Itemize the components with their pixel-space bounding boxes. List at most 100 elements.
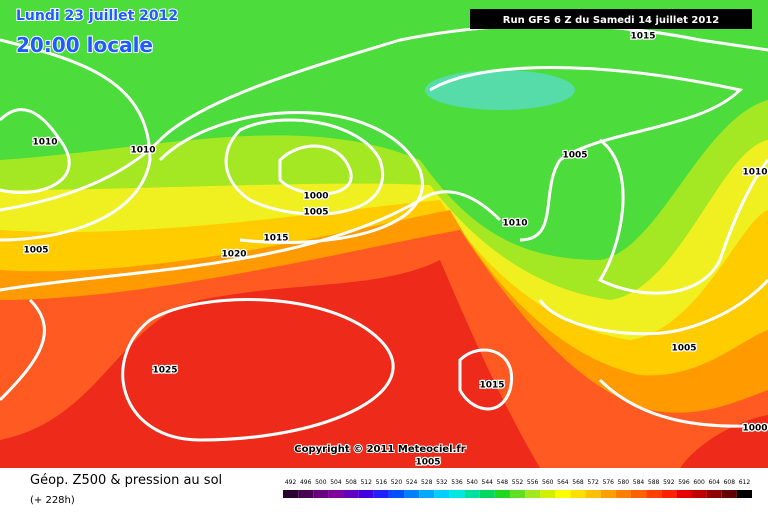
isobar	[597, 138, 768, 295]
legend-label: 600	[693, 479, 705, 486]
legend-label: 592	[663, 479, 675, 486]
isobar	[158, 111, 424, 244]
legend-label: 552	[512, 479, 524, 486]
legend-label: 520	[391, 479, 403, 486]
legend-label: 604	[708, 479, 720, 486]
legend-label: 508	[345, 479, 357, 486]
legend-label: 528	[421, 479, 433, 486]
isobar	[0, 38, 152, 242]
legend-swatch	[555, 490, 571, 498]
legend-swatch	[434, 490, 450, 498]
legend-label: 548	[497, 479, 509, 486]
legend-swatch	[313, 490, 329, 498]
legend-label: 608	[724, 479, 736, 486]
legend-label: 516	[376, 479, 388, 486]
footer-subtitle: (+ 228h)	[30, 495, 75, 506]
isobar	[538, 278, 768, 336]
isobar-label: 1020	[221, 250, 246, 260]
legend-swatch	[630, 490, 647, 498]
isobars	[0, 23, 768, 442]
legend-swatch	[358, 490, 374, 498]
legend-swatch	[479, 490, 495, 498]
legend-swatch	[298, 490, 314, 498]
legend-label: 596	[678, 479, 690, 486]
legend-swatch	[706, 490, 722, 498]
footer-title: Géop. Z500 & pression au sol	[30, 473, 222, 488]
legend-label: 560	[542, 479, 554, 486]
legend-label: 492	[285, 479, 297, 486]
copyright: Copyright © 2011 Meteociel.fr	[294, 444, 465, 455]
isobar	[224, 118, 384, 216]
legend-swatch	[373, 490, 389, 498]
legend-swatch	[449, 490, 465, 498]
legend-label: 500	[315, 479, 327, 486]
legend-label: 576	[603, 479, 615, 486]
isobar-label: 1010	[32, 138, 57, 148]
isobar-label: 1015	[479, 381, 504, 391]
isobar	[598, 378, 768, 428]
legend-swatch	[525, 490, 541, 498]
legend-swatch	[736, 490, 752, 498]
legend-swatch	[540, 490, 556, 498]
band-cyan	[425, 70, 575, 110]
isobar	[278, 144, 353, 196]
isobar-label: 1005	[415, 458, 440, 468]
legend-swatch	[494, 490, 510, 498]
legend-swatch	[585, 490, 601, 498]
legend-label: 544	[482, 479, 494, 486]
isobar-label: 1005	[671, 344, 696, 354]
isobar-label: 1010	[502, 219, 527, 229]
legend: 492 496 500 504 508 512 516 520 524 528 532 536 540 5…	[283, 479, 752, 498]
legend-label: 580	[618, 479, 630, 486]
legend-swatch	[283, 490, 299, 498]
legend-label: 524	[406, 479, 418, 486]
isobar	[0, 190, 502, 292]
legend-label: 532	[436, 479, 448, 486]
time: 20:00 locale	[16, 33, 153, 57]
isobar	[0, 108, 71, 195]
legend-label: 572	[587, 479, 599, 486]
legend-swatch	[615, 490, 631, 498]
isobar-labels: 1010 1010 1000 1005 1015 1020 1005 1025 1010 1005…	[22, 30, 768, 469]
legend-label: 568	[572, 479, 584, 486]
legend-label: 504	[330, 479, 342, 486]
isobar-label: 1000	[742, 424, 767, 434]
isobar-label: 1000	[303, 192, 328, 202]
legend-swatch	[464, 490, 480, 498]
isobar-label: 1010	[742, 168, 767, 178]
run-box	[470, 9, 752, 29]
legend-label: 556	[527, 479, 539, 486]
legend-swatch	[721, 490, 737, 498]
isobar-label: 1015	[263, 234, 288, 244]
legend-label: 564	[557, 479, 569, 486]
legend-swatch	[661, 490, 677, 498]
isobar	[0, 298, 46, 402]
isobar-label: 1025	[152, 366, 177, 376]
legend-swatch	[419, 490, 435, 498]
legend-swatch	[328, 490, 344, 498]
legend-swatch	[509, 490, 526, 498]
run-info: Run GFS 6 Z du Samedi 14 juillet 2012	[503, 15, 719, 26]
legend-swatch	[691, 490, 707, 498]
legend-swatch	[676, 490, 692, 498]
isobar	[458, 348, 514, 411]
legend-label: 584	[633, 479, 645, 486]
legend-label: 512	[360, 479, 372, 486]
isobar-label: 1010	[130, 146, 155, 156]
legend-label: 496	[300, 479, 312, 486]
isobar	[429, 66, 744, 242]
legend-swatch	[388, 490, 405, 498]
isobar-label: 1005	[562, 151, 587, 161]
isobar	[121, 298, 395, 442]
band-red	[680, 415, 768, 468]
legend-swatch	[600, 490, 616, 498]
isobar-label: 1005	[23, 246, 48, 256]
band-red	[0, 260, 540, 468]
legend-swatch	[570, 490, 586, 498]
isobar-label: 1015	[630, 32, 655, 42]
legend-label: 540	[466, 479, 478, 486]
legend-swatch	[404, 490, 420, 498]
legend-swatch	[343, 490, 359, 498]
